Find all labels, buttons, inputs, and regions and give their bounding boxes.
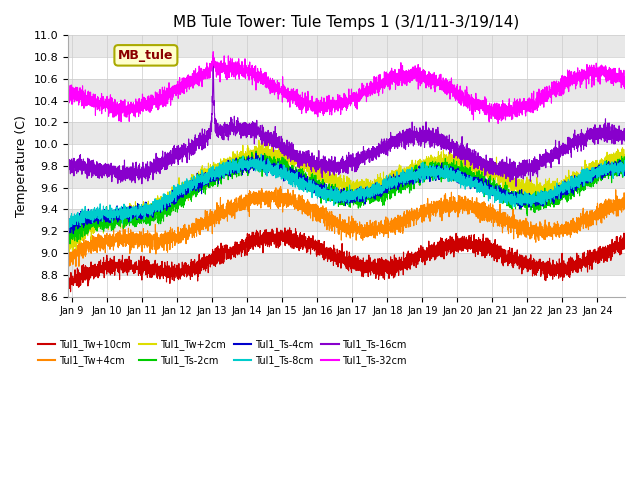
- Bar: [68, 36, 625, 57]
- Legend: Tul1_Tw+10cm, Tul1_Tw+4cm, Tul1_Tw+2cm, Tul1_Ts-2cm, Tul1_Ts-4cm, Tul1_Ts-8cm, T: Tul1_Tw+10cm, Tul1_Tw+4cm, Tul1_Tw+2cm, …: [34, 336, 411, 370]
- Bar: [68, 122, 625, 144]
- Bar: [68, 231, 625, 253]
- Y-axis label: Temperature (C): Temperature (C): [15, 115, 28, 217]
- Title: MB Tule Tower: Tule Temps 1 (3/1/11-3/19/14): MB Tule Tower: Tule Temps 1 (3/1/11-3/19…: [173, 15, 520, 30]
- Bar: [68, 57, 625, 79]
- Bar: [68, 144, 625, 166]
- Text: MB_tule: MB_tule: [118, 49, 173, 62]
- Bar: [68, 79, 625, 101]
- Bar: [68, 188, 625, 209]
- Bar: [68, 101, 625, 122]
- Bar: [68, 166, 625, 188]
- Bar: [68, 209, 625, 231]
- Bar: [68, 253, 625, 275]
- Bar: [68, 275, 625, 297]
